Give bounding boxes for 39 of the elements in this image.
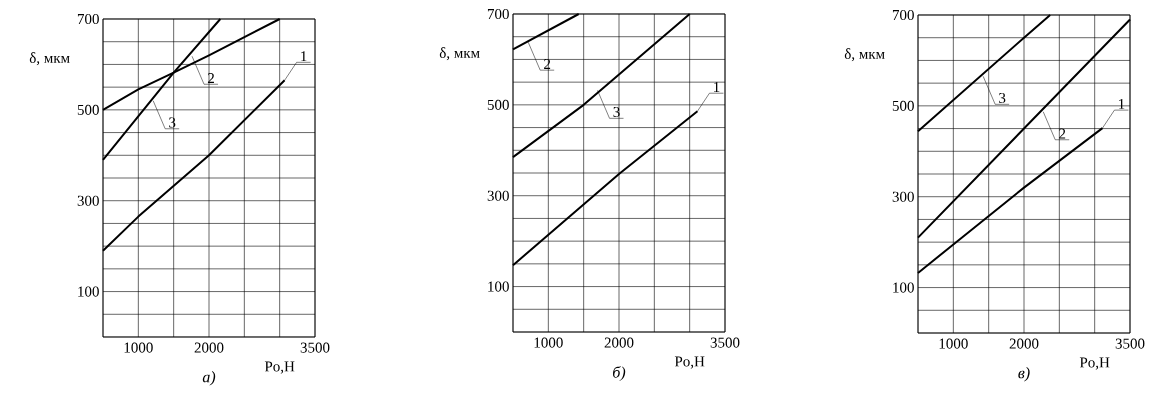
y-tick-label: 100: [78, 286, 99, 297]
x-tick-label: 1000: [939, 338, 968, 349]
x-axis-title: Po,H: [674, 356, 705, 369]
annotation: 2: [207, 73, 214, 83]
annotation: 2: [544, 58, 551, 69]
y-tick-label: 300: [77, 195, 99, 206]
y-tick-label: 700: [487, 8, 509, 20]
y-tick-label: 500: [892, 100, 914, 111]
y-tick-label: 700: [77, 13, 99, 25]
x-tick-label: 3500: [710, 337, 740, 348]
x-tick-label: 2000: [604, 337, 634, 348]
x-tick-label: 3500: [1115, 338, 1145, 349]
x-tick-label: 2000: [1009, 338, 1039, 349]
annotation: 3: [169, 117, 176, 128]
text: в): [1018, 367, 1030, 382]
annotation: 3: [613, 107, 620, 118]
x-tick-label: 1000: [124, 342, 153, 353]
y-tick-label: 300: [487, 190, 509, 201]
x-tick-label: 1000: [534, 337, 563, 348]
y-tick-label: 500: [487, 99, 509, 110]
text: а): [202, 371, 216, 386]
y-tick-label: 300: [892, 191, 914, 202]
annotation: 2: [1059, 128, 1066, 139]
annotation: 3: [999, 93, 1006, 104]
y-axis-title: δ, мкм: [439, 47, 480, 61]
x-axis-title: Po,H: [1079, 357, 1110, 370]
annotation: 1: [714, 82, 720, 92]
y-tick-label: 100: [488, 281, 509, 292]
text: б): [613, 366, 626, 381]
annotation: 1: [301, 51, 307, 62]
x-tick-label: 2000: [194, 342, 224, 353]
annotation: 1: [1119, 98, 1125, 109]
y-tick-label: 500: [77, 104, 99, 115]
y-tick-label: 100: [893, 282, 914, 293]
y-tick-label: 700: [892, 9, 914, 21]
y-axis-title: δ, мкм: [29, 52, 70, 66]
x-tick-label: 3500: [300, 342, 330, 353]
y-axis-title: δ, мкм: [844, 48, 885, 62]
x-axis-title: Po,H: [264, 361, 295, 374]
